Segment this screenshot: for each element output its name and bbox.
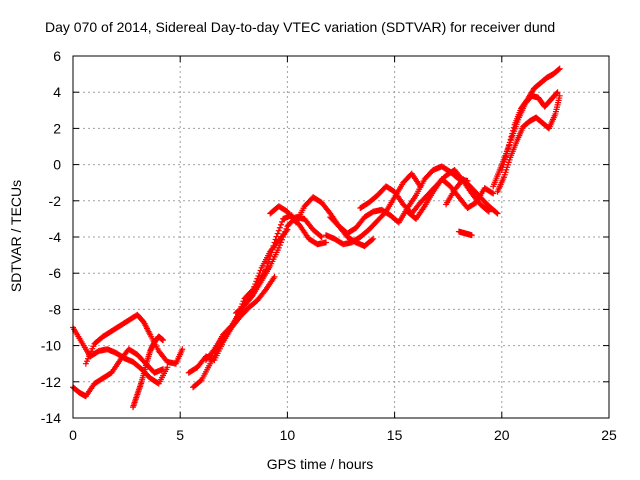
y-tick-label: 2 [53, 120, 61, 136]
series-track-4 [130, 333, 167, 411]
data-point-marker [271, 273, 278, 280]
series-track-2 [70, 324, 171, 387]
data-point-marker [269, 246, 276, 253]
data-point-marker [554, 89, 561, 96]
data-point-marker [504, 148, 511, 155]
data-point-marker [275, 227, 282, 234]
y-tick-label: -8 [49, 301, 62, 317]
data-point-marker [493, 209, 500, 216]
series-track-13 [404, 176, 497, 222]
data-point-marker [498, 167, 505, 174]
series-track-14 [443, 176, 501, 217]
axis-ticks: 0 5 10 15 20 25 -14 -12 -10 -8 -6 -4 -2 0 2 4 6 [41, 48, 617, 443]
data-point-marker [265, 259, 272, 266]
data-point-marker [553, 90, 560, 97]
x-tick-label: 5 [176, 427, 184, 443]
data-point-marker [210, 347, 217, 354]
series-track-17 [494, 92, 563, 195]
data-point-marker [281, 231, 288, 238]
y-tick-label: -6 [49, 265, 62, 281]
y-axis-label: SDTVAR / TECUs [8, 179, 24, 293]
y-tick-label: -14 [41, 410, 61, 426]
x-tick-label: 10 [280, 427, 296, 443]
data-point-marker [272, 236, 279, 243]
data-point-marker [556, 92, 563, 99]
y-tick-label: -4 [49, 229, 62, 245]
data-point-marker [502, 153, 509, 160]
series-track-8 [232, 214, 325, 317]
data-point-marker [279, 218, 286, 225]
plot-frame [72, 55, 610, 419]
chart-title: Day 070 of 2014, Sidereal Day-to-day VTE… [45, 19, 556, 35]
data-point-marker [276, 224, 283, 231]
data-point-marker [160, 337, 167, 344]
data-point-marker [273, 233, 280, 240]
y-tick-label: 0 [53, 157, 61, 173]
data-point-marker [509, 130, 516, 137]
data-point-marker [282, 228, 289, 235]
y-tick-label: -2 [49, 193, 62, 209]
data-point-marker [276, 242, 283, 249]
data-point-marker [507, 136, 514, 143]
data-point-marker [502, 156, 509, 163]
data-point-marker [485, 208, 492, 215]
data-point-marker [279, 236, 286, 243]
data-point-marker [370, 235, 377, 242]
data-point-marker [484, 207, 491, 214]
data-point-marker [164, 364, 171, 371]
x-tick-label: 25 [601, 427, 617, 443]
data-point-marker [275, 244, 282, 251]
data-point-marker [369, 236, 376, 243]
data-point-marker [317, 233, 324, 240]
series-track-3 [82, 311, 186, 367]
series-track-10 [322, 170, 424, 248]
data-point-marker [468, 232, 475, 239]
x-axis-label: GPS time / hours [266, 456, 374, 472]
data-point-marker [499, 164, 506, 171]
series-track-18 [498, 65, 563, 174]
data-point-marker [179, 346, 186, 353]
data-point-marker [257, 267, 264, 274]
series-track-1 [70, 346, 167, 400]
data-point-marker [506, 139, 513, 146]
y-tick-label: 6 [53, 48, 61, 64]
data-point-marker [556, 65, 563, 72]
data-point-marker [277, 221, 284, 228]
data-point-marker [501, 158, 508, 165]
data-point-marker [267, 253, 274, 260]
data-point-marker [490, 190, 497, 197]
data-point-marker [274, 230, 281, 237]
data-point-marker [510, 127, 517, 134]
y-tick-label: -10 [41, 338, 61, 354]
data-point-marker [506, 142, 513, 149]
data-point-marker [503, 150, 510, 157]
data-point-marker [489, 189, 496, 196]
data-point-marker [494, 210, 501, 217]
grid-lines [73, 56, 609, 418]
data-point-marker [318, 234, 325, 240]
data-point-marker [283, 225, 290, 232]
data-points [70, 65, 563, 411]
data-point-marker [505, 145, 512, 152]
y-tick-label: 4 [53, 84, 61, 100]
data-point-marker [270, 242, 277, 249]
data-point-marker [500, 161, 507, 168]
data-point-marker [508, 133, 515, 140]
x-tick-label: 0 [69, 427, 77, 443]
data-point-marker [510, 124, 517, 131]
y-tick-label: -12 [41, 374, 61, 390]
x-tick-label: 20 [494, 427, 510, 443]
data-point-marker [555, 66, 562, 73]
x-tick-label: 15 [387, 427, 403, 443]
data-point-marker [268, 249, 275, 256]
data-point-marker [280, 234, 287, 240]
series-track-15 [455, 228, 475, 239]
data-point-marker [271, 239, 278, 246]
data-point-marker [277, 239, 284, 246]
data-point-marker [249, 293, 256, 300]
data-point-marker [322, 239, 329, 246]
